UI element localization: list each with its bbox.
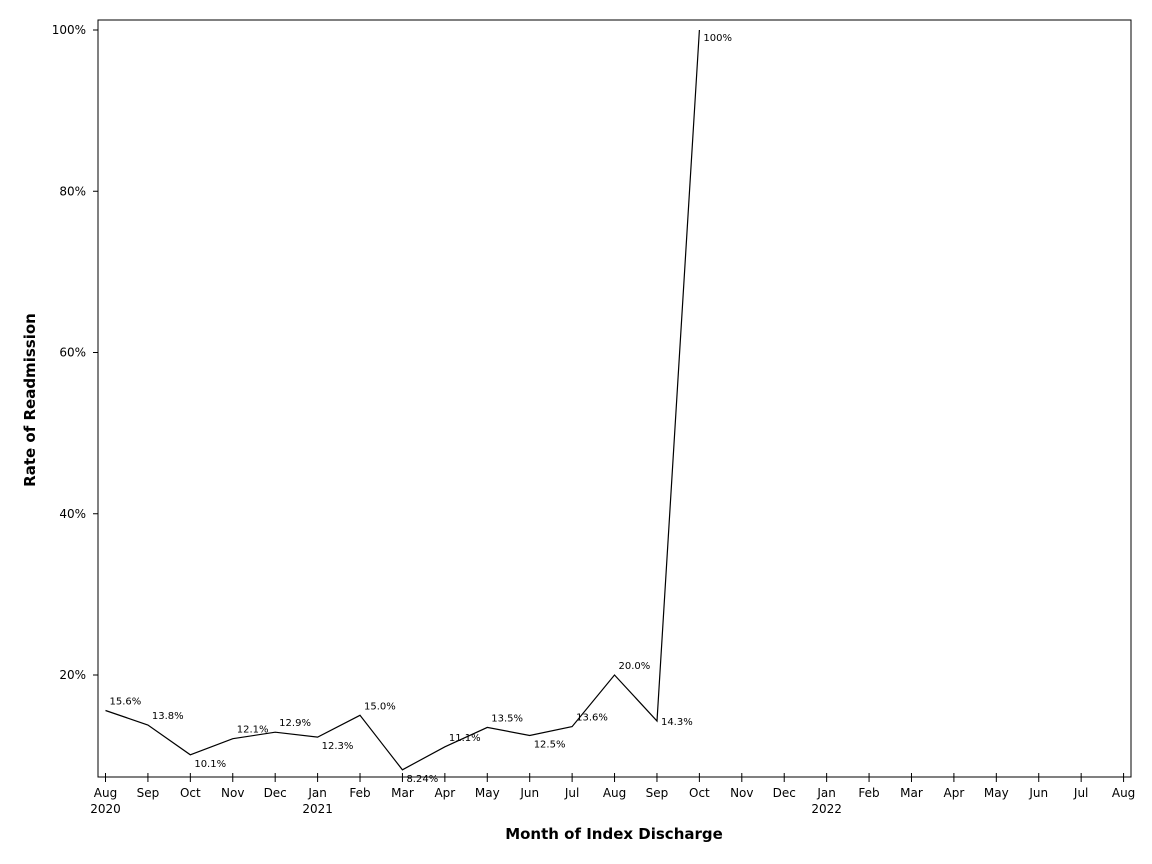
x-tick-label: Sep	[646, 786, 669, 800]
x-tick-year-label: 2020	[90, 802, 121, 816]
y-axis-title: Rate of Readmission	[21, 313, 39, 487]
x-tick-label: Aug	[603, 786, 626, 800]
data-label: 100%	[703, 33, 732, 44]
x-axis: Aug 2020 Sep Oct Nov Dec Jan 2021 Feb Mar Apr May Ju…	[90, 773, 1135, 816]
x-tick-label: Feb	[349, 786, 370, 800]
x-tick-label: May	[984, 786, 1009, 800]
x-tick-label: Aug	[94, 786, 117, 800]
data-label: 12.9%	[279, 718, 311, 729]
data-label: 13.6%	[576, 713, 608, 724]
x-tick-label: Feb	[858, 786, 879, 800]
data-label: 14.3%	[661, 717, 693, 728]
series-line	[105, 29, 700, 771]
x-tick-label: Jan	[307, 786, 327, 800]
x-tick-label: Mar	[900, 786, 923, 800]
data-label: 10.1%	[194, 759, 226, 770]
x-tick-label: Dec	[264, 786, 287, 800]
x-tick-label: Dec	[773, 786, 796, 800]
data-label: 13.8%	[152, 711, 184, 722]
y-tick-label: 80%	[59, 184, 86, 198]
x-tick-label: Mar	[391, 786, 414, 800]
x-tick-label: May	[475, 786, 500, 800]
data-label: 13.5%	[491, 713, 523, 724]
x-tick-label: Jul	[564, 786, 579, 800]
data-label: 15.0%	[364, 701, 396, 712]
x-tick-label: Apr	[434, 786, 455, 800]
y-axis: 20% 40% 60% 80% 100%	[52, 23, 98, 682]
x-tick-label: Jun	[1028, 786, 1048, 800]
x-tick-label: Jun	[519, 786, 539, 800]
x-axis-title: Month of Index Discharge	[505, 825, 723, 843]
x-tick-label: Aug	[1112, 786, 1135, 800]
x-tick-label: Oct	[180, 786, 201, 800]
data-labels: 15.6% 13.8% 10.1% 12.1% 12.9% 12.3% 15.0% 8.24%…	[110, 33, 732, 785]
x-tick-year-label: 2021	[302, 802, 333, 816]
y-tick-label: 100%	[52, 23, 86, 37]
x-tick-label: Apr	[944, 786, 965, 800]
y-tick-label: 20%	[59, 668, 86, 682]
data-label: 12.3%	[322, 741, 354, 752]
data-label: 11.1%	[449, 733, 481, 744]
x-tick-label: Sep	[137, 786, 160, 800]
y-tick-label: 60%	[59, 346, 86, 360]
x-tick-label: Nov	[221, 786, 244, 800]
x-tick-label: Oct	[689, 786, 710, 800]
x-tick-year-label: 2022	[811, 802, 842, 816]
data-label: 12.5%	[534, 739, 566, 750]
data-label: 12.1%	[237, 725, 269, 736]
x-tick-label: Jul	[1073, 786, 1088, 800]
x-tick-label: Jan	[816, 786, 836, 800]
y-tick-label: 40%	[59, 507, 86, 521]
data-label: 20.0%	[619, 661, 651, 672]
x-tick-label: Nov	[730, 786, 753, 800]
plot-frame	[97, 19, 1132, 778]
data-label: 15.6%	[110, 696, 142, 707]
data-label: 8.24%	[406, 774, 438, 785]
